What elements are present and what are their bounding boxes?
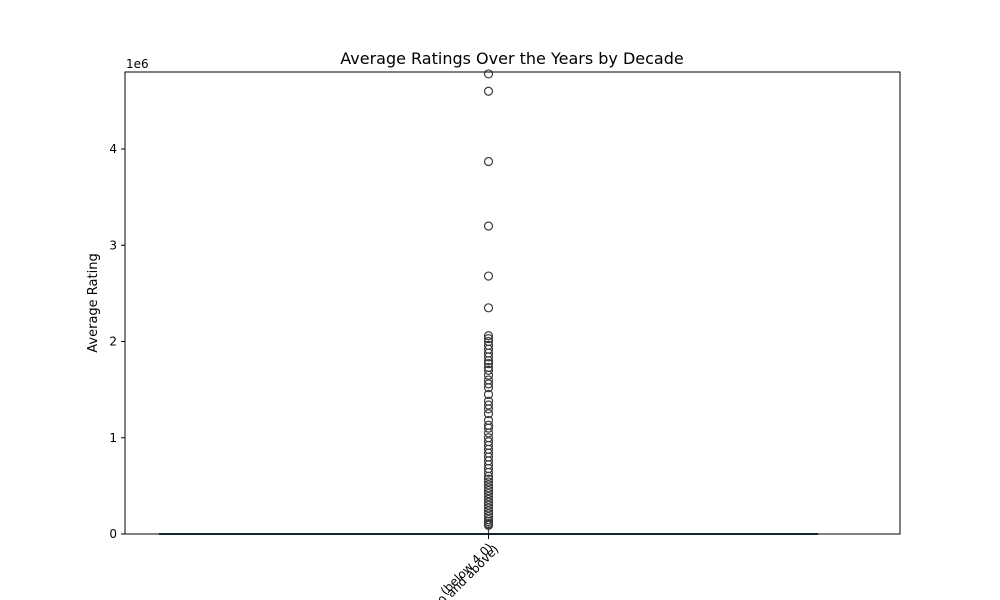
outlier-point — [483, 494, 494, 504]
outlier-point — [483, 69, 494, 79]
outlier-point — [483, 334, 494, 344]
outlier-point — [483, 365, 494, 375]
outlier-point — [483, 331, 494, 341]
y-tick-label: 0 — [109, 527, 117, 541]
outlier-point — [483, 156, 494, 167]
outlier-point — [483, 471, 494, 481]
y-axis-label: Average Rating — [86, 253, 101, 352]
y-tick-label: 3 — [109, 238, 117, 252]
y-tick-label: 4 — [109, 142, 117, 156]
outlier-point — [483, 221, 494, 231]
outlier-point — [483, 356, 494, 366]
outlier-point — [483, 474, 494, 484]
outlier-point — [483, 467, 494, 477]
outlier-point — [483, 404, 494, 414]
outlier-point — [483, 428, 494, 438]
outlier-point — [483, 486, 494, 496]
outlier-point — [483, 359, 494, 369]
chart-title: Average Ratings Over the Years by Decade — [340, 49, 683, 68]
outlier-point — [483, 352, 494, 362]
x-tick-label: (4.0 and above) — [424, 542, 501, 600]
outlier-point — [483, 491, 494, 502]
outlier-point — [483, 370, 494, 380]
outlier-point — [483, 400, 494, 410]
outlier-point — [483, 503, 494, 513]
outlier-point — [483, 86, 494, 96]
outlier-point — [483, 423, 494, 433]
outlier-point — [483, 497, 494, 507]
outlier-point — [483, 488, 494, 499]
outlier-point — [483, 383, 494, 393]
outlier-point — [483, 379, 494, 389]
outlier-point — [483, 303, 494, 313]
plot-frame — [124, 71, 901, 535]
outlier-point — [483, 483, 494, 493]
outlier-point — [483, 506, 494, 516]
plot-area — [159, 69, 818, 535]
y-tick-label: 2 — [109, 335, 117, 349]
y-scale-offset-label: 1e6 — [126, 57, 149, 71]
outlier-point — [483, 389, 494, 400]
outlier-point — [483, 500, 494, 510]
outlier-point — [483, 520, 494, 530]
outlier-point — [483, 409, 494, 419]
y-tick-label: 1 — [109, 431, 117, 445]
outlier-point — [483, 477, 494, 487]
outlier-point — [483, 480, 494, 490]
outlier-point — [483, 271, 494, 281]
